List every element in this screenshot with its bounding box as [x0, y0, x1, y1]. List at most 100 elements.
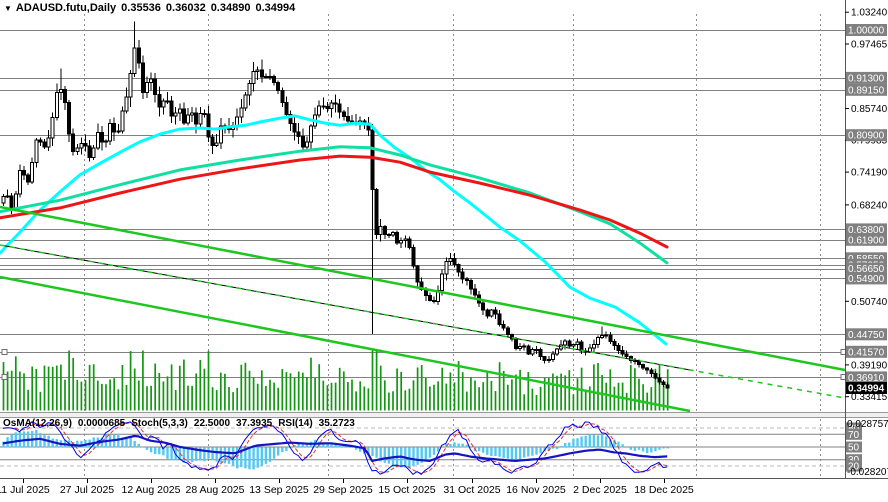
price-axis-label: 1.03240: [851, 8, 888, 19]
candle-body-up: [79, 143, 84, 149]
candle-body-down: [259, 69, 264, 78]
indicator-window-label: OsMA(12,26,9) 0.0000685 Stoch(5,3,3) 22.500…: [3, 418, 361, 429]
trendline-upper[interactable]: [0, 205, 846, 372]
candle-body-down: [632, 360, 637, 363]
candle-body-up: [378, 225, 383, 236]
candle-body-down: [411, 246, 416, 267]
candle-body-down: [280, 89, 285, 104]
price-level-label: 0.89150: [848, 85, 885, 96]
osma-value: 0.0000685: [77, 418, 126, 429]
trendline-dashed-black[interactable]: [0, 244, 691, 371]
symbol-dropdown-icon[interactable]: ▼: [4, 4, 12, 13]
candle-body-down: [165, 100, 170, 103]
candle-body-up: [75, 147, 80, 153]
candle-body-up: [518, 345, 523, 350]
candle-body-up: [546, 359, 551, 362]
time-axis[interactable]: 11 Jul 2025 27 Jul 2025 12 Aug 2025 28 Aug …: [0, 479, 694, 496]
ma-fast-line: [0, 114, 668, 346]
candle-body-up: [530, 349, 535, 355]
candle-body-up: [440, 273, 445, 291]
price-level-label-bg: [846, 129, 887, 142]
candle-body-down: [22, 169, 26, 176]
candle-body-up: [50, 116, 55, 139]
price-level-label: 1.00000: [848, 26, 885, 37]
candle-body-down: [194, 112, 199, 125]
candle-body-up: [34, 139, 39, 163]
candle-body-up: [218, 125, 223, 144]
line-handle[interactable]: [1, 374, 8, 380]
candle-body-up: [120, 110, 125, 132]
candle-body-down: [464, 278, 469, 282]
candle-body-up: [403, 238, 408, 242]
price-level-label-bg: [846, 24, 887, 36]
candle-body-down: [112, 122, 117, 133]
time-axis-label: 28 Aug 2025: [186, 484, 245, 496]
candle-body-up: [30, 161, 35, 183]
candle-body-down: [337, 103, 342, 113]
price-level-label-bg: [846, 252, 887, 265]
candle-body-up: [5, 195, 10, 198]
sub-level-label-bg: [846, 441, 862, 453]
candle-body-down: [321, 105, 326, 108]
rsi-label: RSI(14): [278, 418, 313, 429]
candle-body-down: [616, 344, 621, 351]
candle-body-down: [333, 102, 338, 105]
candles-layer: [1, 21, 670, 389]
candle-body-down: [637, 361, 641, 366]
candle-body-down: [542, 356, 547, 361]
trendline-dashed-green[interactable]: [0, 244, 846, 399]
candle-body-up: [399, 240, 404, 244]
price-level-label-bg: [846, 83, 887, 96]
level-lines-layer: [0, 30, 845, 378]
time-axis-label: 31 Oct 2025: [443, 484, 500, 496]
chart-title: ▼ ADAUSD.futu,Daily 0.35536 0.36032 0.34890 0…: [4, 2, 300, 14]
candle-body-up: [108, 122, 113, 142]
candle-body-up: [522, 345, 527, 348]
trendlines-layer[interactable]: [0, 205, 846, 413]
trendline-lower[interactable]: [0, 275, 691, 413]
candle-body-down: [505, 327, 510, 335]
candle-body-up: [255, 69, 260, 72]
candle-body-down: [210, 136, 215, 146]
candle-body-up: [600, 334, 605, 339]
candle-body-down: [460, 271, 465, 280]
candle-body-down: [341, 111, 346, 118]
candle-body-up: [124, 96, 129, 112]
candle-body-up: [145, 81, 149, 93]
candle-body-up: [247, 82, 252, 96]
subwindow-axis[interactable]: 80705030200.028757-0.028207: [846, 419, 888, 478]
price-level-label-bg: [846, 233, 887, 246]
price-axis-label: 0.97465: [851, 40, 888, 51]
osma-histogram-layer: [2, 429, 669, 470]
candle-body-down: [300, 136, 305, 148]
price-axis-label: 0.50740: [851, 297, 888, 308]
candle-body-down: [272, 76, 277, 83]
candle-body-down: [382, 225, 387, 236]
candle-body-down: [415, 265, 420, 283]
line-handle[interactable]: [1, 349, 8, 355]
candle-body-down: [456, 264, 461, 273]
price-axis[interactable]: 1.032400.974650.857400.799850.741900.682…: [845, 8, 888, 404]
candle-body-up: [177, 108, 182, 114]
sub-level-label-bg: [846, 454, 862, 466]
window-separator[interactable]: [0, 412, 888, 418]
candle-body-up: [95, 132, 100, 149]
candle-body-up: [489, 309, 494, 317]
candle-body-up: [214, 142, 219, 146]
candle-body-down: [292, 122, 297, 133]
sub-level-label-bg: [846, 428, 862, 440]
candle-body-up: [571, 343, 576, 347]
candle-body-down: [468, 280, 473, 290]
candle-body-down: [99, 132, 104, 143]
current-price-label: 0.34994: [848, 384, 885, 395]
price-level-label: 0.61900: [848, 235, 885, 246]
candle-body-up: [186, 114, 190, 124]
sub-level-label-bg: [846, 422, 862, 434]
candle-body-down: [567, 340, 572, 347]
candle-body-down: [288, 113, 293, 124]
chart-borders: [0, 0, 888, 479]
candle-body-down: [624, 353, 629, 357]
candle-body-down: [9, 195, 14, 210]
ohlc-low: 0.34890: [210, 2, 251, 14]
